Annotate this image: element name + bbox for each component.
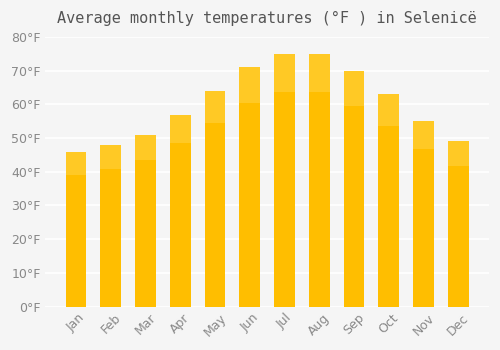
Bar [240, 67, 260, 307]
Bar [100, 145, 121, 307]
Bar [66, 152, 86, 307]
Bar [344, 71, 364, 106]
Bar [378, 94, 399, 126]
Bar [204, 91, 226, 307]
Bar [170, 114, 190, 143]
Bar [413, 121, 434, 149]
Bar [448, 141, 468, 307]
Bar [344, 71, 364, 307]
Bar [448, 141, 468, 166]
Bar [274, 54, 295, 307]
Bar [135, 135, 156, 161]
Bar [309, 54, 330, 307]
Bar [240, 67, 260, 103]
Bar [66, 152, 86, 175]
Bar [135, 135, 156, 307]
Bar [413, 121, 434, 307]
Bar [274, 54, 295, 92]
Bar [378, 94, 399, 307]
Bar [170, 114, 190, 307]
Bar [204, 91, 226, 123]
Title: Average monthly temperatures (°F ) in Selenicë: Average monthly temperatures (°F ) in Se… [58, 11, 477, 26]
Bar [100, 145, 121, 169]
Bar [309, 54, 330, 92]
